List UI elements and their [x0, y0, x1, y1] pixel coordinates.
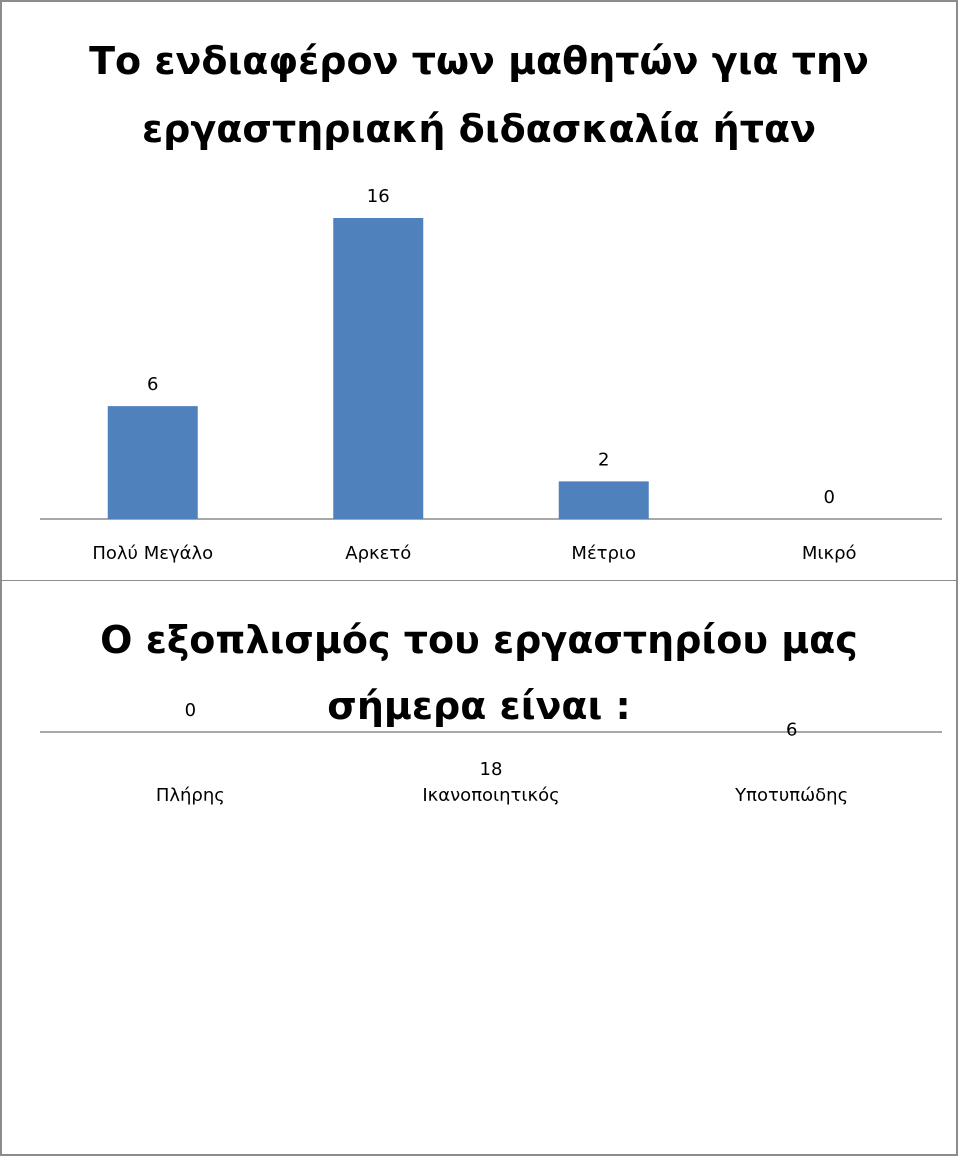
data-label-2: 16	[367, 186, 390, 207]
x-tick-label-2: Ικανοποιητικός	[422, 785, 559, 806]
bar-2	[333, 218, 424, 519]
data-label-3: 6	[786, 720, 797, 741]
chart-panel-lab-equipment: Ο εξοπλισμός του εργαστηρίου μας σήμερα …	[0, 580, 958, 1156]
bar-chart-lab-equipment: Ο εξοπλισμός του εργαστηρίου μας σήμερα …	[40, 618, 942, 806]
bar-chart-student-interest: Το ενδιαφέρον των μαθητών για την εργαστ…	[40, 39, 942, 564]
chart-marks: 6 Πολύ Μεγάλο 16 Αρκετό 2 Μέτριο 0 Μικρό	[40, 186, 942, 564]
bar-3	[558, 481, 649, 519]
chart-panel-student-interest: Το ενδιαφέρον των μαθητών για την εργαστ…	[0, 0, 958, 582]
chart-marks: 0 Πλήρης 18 Ικανοποιητικός 6 Υποτυπώδης	[40, 700, 942, 806]
x-tick-label-1: Πολύ Μεγάλο	[92, 543, 213, 564]
data-label-1: 6	[147, 374, 158, 395]
x-tick-label-3: Υποτυπώδης	[734, 785, 848, 806]
chart-title-line-2: εργαστηριακή διδασκαλία ήταν	[142, 107, 816, 151]
chart-title-line-1: Ο εξοπλισμός του εργαστηρίου μας	[100, 618, 858, 662]
x-tick-label-1: Πλήρης	[156, 785, 225, 806]
bar-1	[107, 406, 198, 519]
chart-title-line-2: σήμερα είναι :	[327, 684, 630, 728]
data-label-4: 0	[824, 487, 835, 508]
x-tick-label-2: Αρκετό	[345, 543, 411, 564]
x-tick-label-4: Μικρό	[802, 543, 857, 564]
data-label-3: 2	[598, 449, 609, 470]
data-label-2: 18	[480, 759, 503, 780]
chart-title-line-1: Το ενδιαφέρον των μαθητών για την	[89, 39, 869, 83]
x-tick-label-3: Μέτριο	[571, 543, 636, 564]
data-label-1: 0	[185, 700, 196, 721]
